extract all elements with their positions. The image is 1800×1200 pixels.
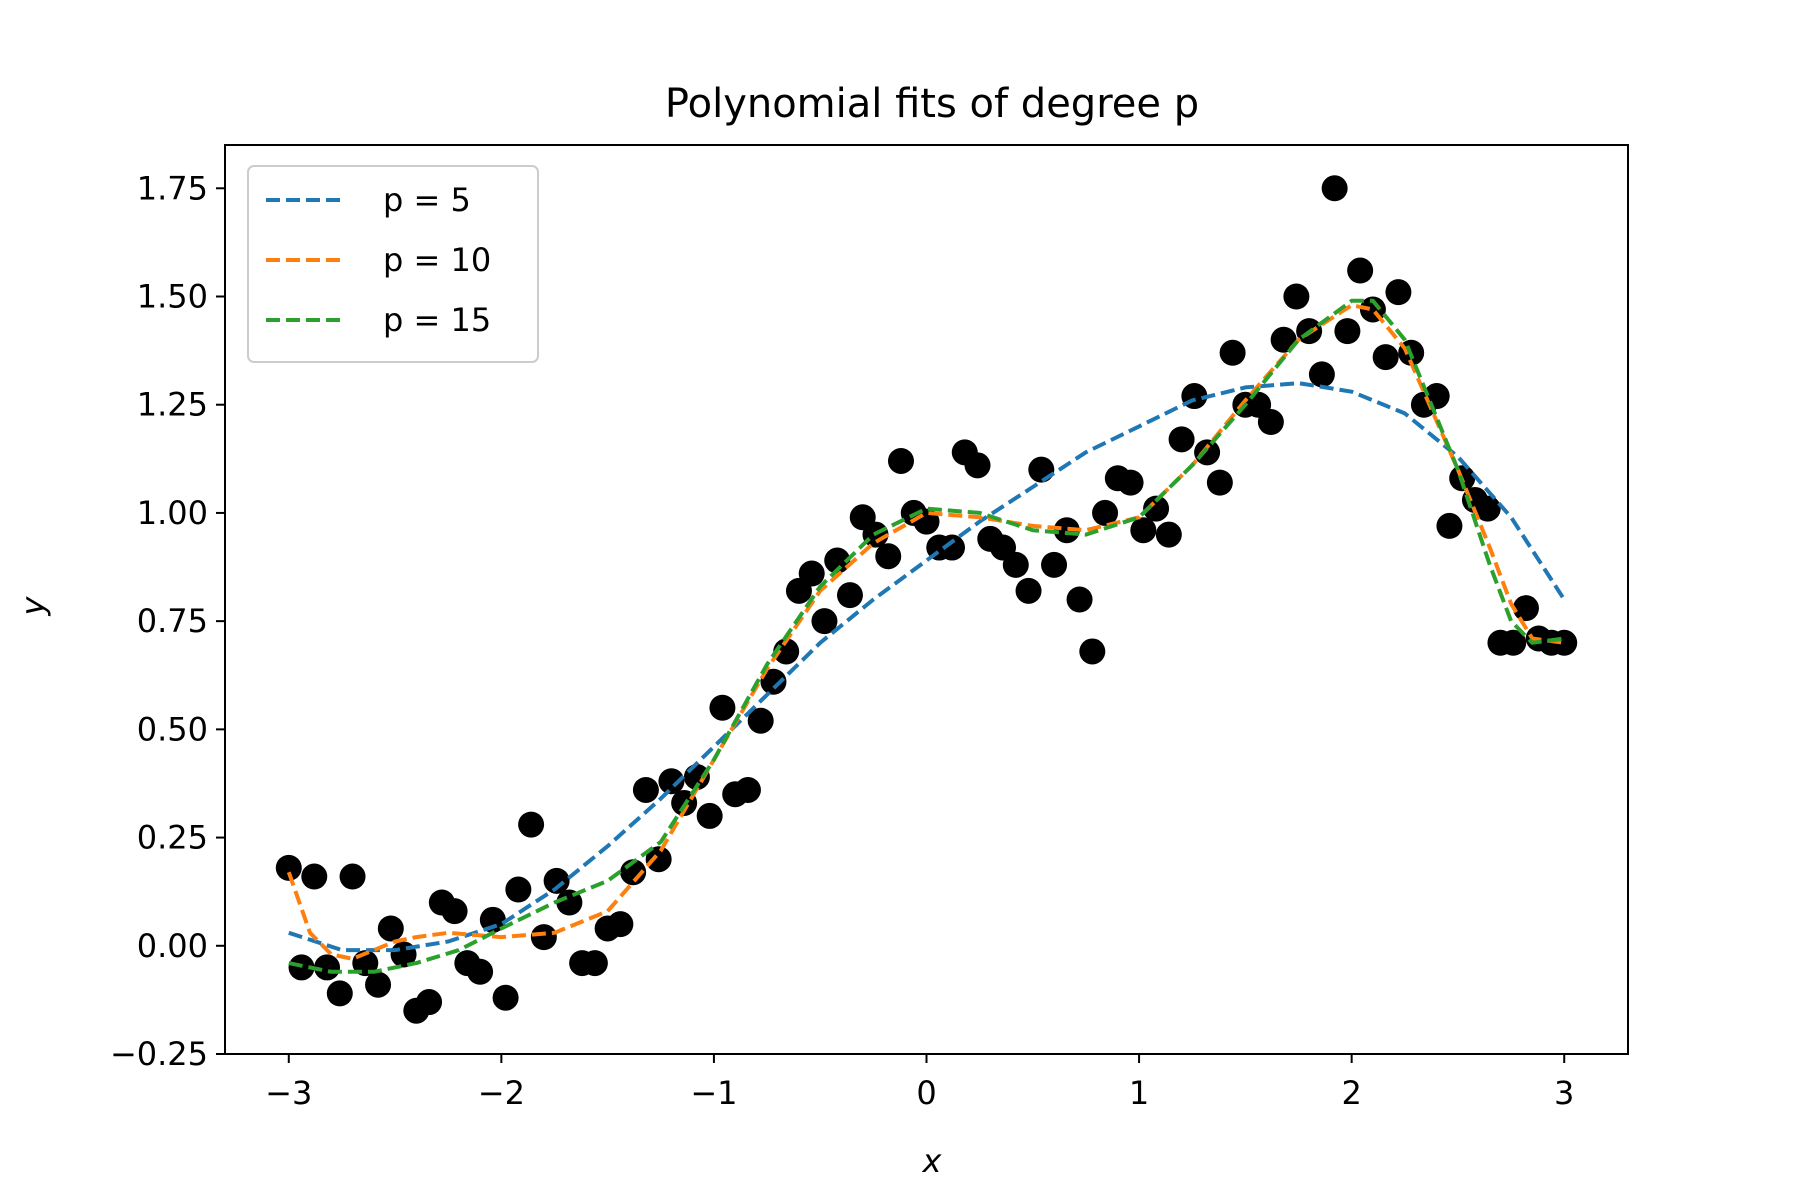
x-tick-label: −3 — [265, 1074, 312, 1112]
data-point — [1551, 629, 1578, 656]
data-point — [1321, 175, 1348, 202]
legend-box — [247, 165, 539, 363]
data-point — [275, 854, 302, 881]
data-point — [1512, 595, 1539, 622]
x-tick-label: 3 — [1554, 1074, 1574, 1112]
data-point — [377, 915, 404, 942]
data-point — [1155, 521, 1182, 548]
data-point — [632, 776, 659, 803]
data-point — [492, 984, 519, 1011]
data-point — [1219, 339, 1246, 366]
data-point — [939, 534, 966, 561]
data-point — [467, 958, 494, 985]
data-point — [1117, 469, 1144, 496]
fit-line-p10 — [286, 303, 1565, 961]
data-point — [607, 911, 634, 938]
data-point — [1092, 499, 1119, 526]
data-point — [1015, 577, 1042, 604]
data-point — [479, 906, 506, 933]
data-point — [365, 971, 392, 998]
legend-label: p = 10 — [383, 241, 491, 279]
x-tick-label: −1 — [690, 1074, 737, 1112]
data-point — [1474, 495, 1501, 522]
y-tick-label: −0.25 — [110, 1035, 208, 1073]
data-point — [645, 846, 672, 873]
data-point — [1436, 512, 1463, 539]
data-point — [1002, 551, 1029, 578]
y-tick-label: 1.75 — [137, 169, 208, 207]
data-point — [1206, 469, 1233, 496]
data-point — [505, 876, 532, 903]
x-tick-label: 1 — [1129, 1074, 1149, 1112]
legend: p = 5 p = 10 p = 15 — [247, 165, 539, 363]
data-point — [1194, 439, 1221, 466]
plot-area — [275, 175, 1578, 1024]
data-point — [760, 668, 787, 695]
data-point — [518, 811, 545, 838]
y-axis-label: y — [14, 595, 52, 616]
data-point — [301, 863, 328, 890]
data-point — [1270, 326, 1297, 353]
data-point — [1079, 638, 1106, 665]
data-point — [798, 560, 825, 587]
data-point — [747, 707, 774, 734]
data-point — [696, 802, 723, 829]
data-point — [1028, 456, 1055, 483]
data-point — [1257, 409, 1284, 436]
data-point — [441, 898, 468, 925]
x-tick-label: −2 — [478, 1074, 525, 1112]
data-point — [1053, 517, 1080, 544]
fit-line-p15 — [288, 298, 1565, 974]
data-point — [339, 863, 366, 890]
y-tick-label: 1.25 — [137, 386, 208, 424]
data-point — [543, 867, 570, 894]
x-axis-label: x — [922, 1142, 943, 1180]
fit-lines — [286, 298, 1566, 974]
data-point — [824, 547, 851, 574]
y-tick-label: 0.00 — [137, 927, 208, 965]
data-point — [416, 989, 443, 1016]
data-point — [1385, 279, 1412, 306]
data-point — [326, 980, 353, 1007]
data-point — [1041, 551, 1068, 578]
x-tick-label: 0 — [916, 1074, 936, 1112]
data-point — [709, 694, 736, 721]
data-point — [875, 543, 902, 570]
data-point — [1143, 495, 1170, 522]
data-point — [1066, 586, 1093, 613]
fit-line-p5 — [288, 381, 1566, 953]
data-point — [658, 768, 685, 795]
y-tick-label: 1.00 — [137, 494, 208, 532]
data-point — [1372, 344, 1399, 371]
data-point — [1334, 318, 1361, 345]
data-point — [1308, 361, 1335, 388]
chart-title: Polynomial fits of degree p — [665, 81, 1199, 127]
x-tick-label: 2 — [1341, 1074, 1361, 1112]
ticks: −3 −2 −1 0 1 2 3 −0.25 0.00 0.25 0.50 0.75 1.00 1.25 1… — [110, 169, 1574, 1112]
legend-label: p = 15 — [383, 301, 491, 339]
data-point — [556, 889, 583, 916]
data-point — [1130, 517, 1157, 544]
data-point — [581, 950, 608, 977]
data-point — [773, 638, 800, 665]
data-point — [1347, 257, 1374, 284]
data-point — [314, 954, 341, 981]
data-point — [530, 924, 557, 951]
y-tick-label: 1.50 — [137, 278, 208, 316]
data-point — [734, 776, 761, 803]
data-point — [811, 608, 838, 635]
legend-label: p = 5 — [383, 181, 471, 219]
data-point — [964, 452, 991, 479]
y-tick-label: 0.25 — [137, 819, 208, 857]
data-point — [1283, 283, 1310, 310]
y-tick-label: 0.75 — [137, 602, 208, 640]
data-point — [1500, 629, 1527, 656]
data-point — [887, 447, 914, 474]
y-tick-label: 0.50 — [137, 710, 208, 748]
data-point — [1168, 426, 1195, 453]
data-point — [836, 582, 863, 609]
